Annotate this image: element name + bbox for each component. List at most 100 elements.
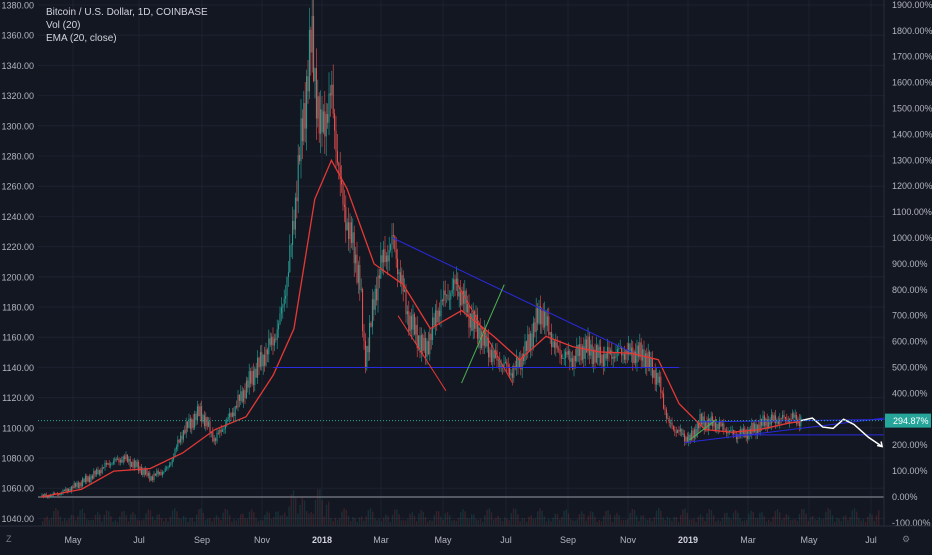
volume-bar — [105, 510, 108, 526]
candle-body — [103, 467, 105, 468]
candle-body — [227, 417, 229, 420]
candle-body — [180, 435, 182, 443]
volume-bar — [284, 512, 286, 526]
legend-ema[interactable]: EMA (20, close) — [46, 33, 117, 44]
legend-symbol[interactable]: Bitcoin / U.S. Dollar, 1D, COINBASE — [46, 7, 208, 18]
candle-body — [119, 459, 121, 463]
volume-bar — [112, 521, 114, 526]
y-left-tick-label: 1160.00 — [2, 333, 34, 343]
candle-body — [604, 353, 606, 367]
volume-bar — [455, 520, 457, 526]
candle-body — [69, 488, 71, 492]
candle-body — [245, 380, 247, 399]
volume-bar — [541, 510, 543, 526]
candle-body — [602, 354, 604, 367]
y-left-tick-label: 1220.00 — [1, 242, 34, 252]
y-right-tick-label: 800.00% — [892, 285, 928, 295]
candle-body — [82, 478, 84, 487]
volume-bar — [499, 518, 501, 526]
volume-bar — [867, 516, 869, 526]
volume-bar — [409, 513, 411, 526]
candle-body — [271, 336, 273, 345]
candle-body — [486, 338, 488, 347]
candle-body — [373, 299, 375, 310]
candle-body — [717, 424, 719, 430]
volume-bar — [114, 519, 116, 526]
volume-bar — [655, 510, 658, 526]
candle-body — [315, 68, 317, 119]
volume-bar — [684, 508, 686, 526]
candle-body — [755, 423, 757, 435]
candle-body — [455, 278, 457, 285]
candle-body — [656, 373, 658, 385]
volume-bar — [827, 508, 829, 526]
volume-bar — [831, 515, 834, 526]
volume-bar — [763, 516, 765, 526]
timezone-icon[interactable]: Z — [6, 534, 12, 544]
candle-body — [75, 482, 77, 487]
settings-gear-icon[interactable]: ⚙ — [902, 534, 911, 544]
y-right-tick-label: -100.00% — [892, 518, 931, 528]
volume-bar — [277, 511, 279, 526]
candle-body — [313, 16, 315, 82]
candle-body — [240, 391, 242, 401]
candle-body — [441, 299, 443, 302]
legend-volume[interactable]: Vol (20) — [46, 20, 81, 31]
y-left-tick-label: 1300.00 — [1, 121, 34, 131]
volume-bar — [350, 521, 352, 526]
candle-body — [782, 415, 784, 419]
volume-bar — [765, 521, 768, 526]
y-left-tick-label: 1360.00 — [1, 31, 34, 41]
volume-bar — [543, 516, 545, 526]
candle-body — [257, 357, 259, 378]
volume-bar — [310, 511, 312, 526]
x-tick-label: Jul — [865, 535, 877, 545]
candle-body — [213, 438, 215, 442]
candle-body — [79, 482, 81, 488]
candle-body — [429, 333, 431, 355]
volume-bar — [295, 497, 297, 526]
candle-body — [128, 458, 130, 462]
volume-bar — [209, 517, 211, 526]
volume-bar — [83, 512, 86, 526]
candle-body — [62, 490, 64, 494]
candle-body — [780, 418, 782, 420]
candle-body — [272, 336, 274, 346]
y-left-tick-label: 1180.00 — [2, 303, 34, 313]
candle-body — [334, 113, 336, 131]
candle-body — [703, 416, 705, 430]
volume-bar — [297, 513, 299, 526]
volume-bar — [816, 519, 818, 526]
x-tick-label: Jul — [133, 535, 145, 545]
candle-body — [321, 109, 323, 133]
volume-bar — [61, 521, 64, 526]
volume-bar — [741, 520, 743, 526]
candle-body — [664, 408, 666, 410]
volume-bar — [429, 520, 431, 526]
volume-bar — [651, 520, 653, 526]
volume-bar — [438, 511, 440, 526]
candle-body — [635, 351, 637, 363]
candle-body — [461, 290, 463, 306]
candle-body — [534, 322, 536, 333]
candle-body — [166, 467, 168, 469]
candle-body — [401, 275, 403, 283]
candle-body — [398, 272, 400, 275]
candle-body — [374, 288, 376, 310]
candle-body — [138, 462, 140, 471]
candle-body — [412, 314, 414, 330]
candle-body — [765, 418, 767, 426]
candle-body — [203, 415, 205, 426]
candle-body — [199, 406, 201, 417]
candle-body — [331, 84, 333, 96]
candle-body — [208, 421, 210, 427]
volume-bar — [796, 520, 798, 526]
volume-bar — [801, 509, 803, 526]
volume-bar — [785, 513, 787, 526]
candle-body — [706, 420, 708, 431]
candle-body — [661, 392, 663, 394]
candle-body — [566, 351, 568, 355]
candle-body — [619, 348, 621, 350]
